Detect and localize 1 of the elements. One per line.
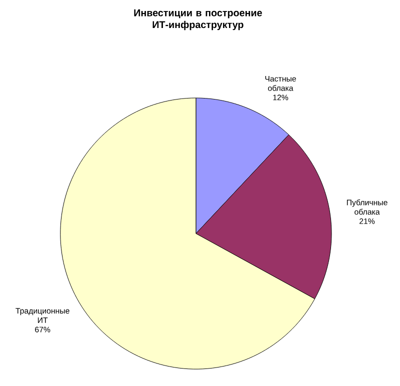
chart-title: Инвестиции в построение ИТ-инфраструктур <box>134 9 262 30</box>
